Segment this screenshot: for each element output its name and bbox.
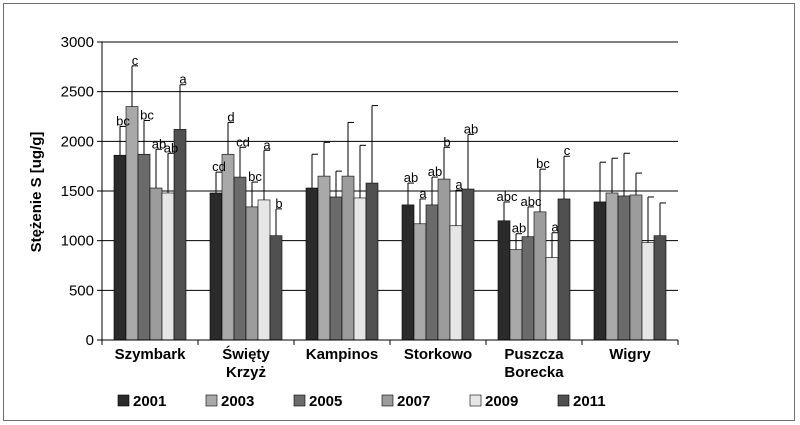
bar-2001 xyxy=(593,201,607,341)
significance-label: b xyxy=(443,134,450,149)
category-label: Borecka xyxy=(504,364,564,381)
significance-label: bc xyxy=(116,113,130,128)
bar-2011 xyxy=(557,198,571,341)
legend: 2001 2003 2005 2007 2009 2011 xyxy=(117,393,606,410)
category-label: Storkowo xyxy=(404,346,472,363)
bars xyxy=(113,106,667,341)
bar-2003 xyxy=(413,223,427,341)
y-tick-label: 500 xyxy=(69,282,94,299)
legend-label: 2009 xyxy=(485,393,518,410)
legend-label: 2011 xyxy=(573,393,606,410)
significance-label: b xyxy=(275,196,282,211)
bar-2005 xyxy=(521,236,535,341)
significance-label: bc xyxy=(248,169,262,184)
bar-2005 xyxy=(425,204,439,341)
significance-label: ab xyxy=(152,136,166,151)
bar-2007 xyxy=(437,178,451,341)
significance-label: ab xyxy=(404,170,418,185)
bar-2007 xyxy=(533,211,547,341)
gridlines xyxy=(102,41,678,291)
legend-label: 2007 xyxy=(397,393,430,410)
bar-2005 xyxy=(617,195,631,341)
significance-label: ab xyxy=(428,164,442,179)
bar-2009 xyxy=(257,199,271,341)
significance-label: abc xyxy=(497,189,518,204)
legend-swatch-2005 xyxy=(293,394,306,407)
bar-2003 xyxy=(125,106,139,341)
bar-2001 xyxy=(113,154,127,341)
bar-2005 xyxy=(137,153,151,341)
significance-label: a xyxy=(419,186,427,201)
y-axis-label: Stężenie S [ug/g] xyxy=(28,132,45,253)
category-label: Kampinos xyxy=(306,346,379,363)
category-label: Święty xyxy=(222,345,270,363)
y-tick-label: 2500 xyxy=(61,84,94,101)
significance-label: abc xyxy=(521,194,542,209)
bar-2001 xyxy=(305,187,319,341)
category-label: Szymbark xyxy=(115,346,187,363)
y-axis: 0 500 1000 1500 2000 2500 3000 xyxy=(61,34,103,349)
legend-swatch-2011 xyxy=(557,394,570,407)
significance-label: a xyxy=(263,137,271,152)
y-tick-label: 0 xyxy=(86,332,94,349)
bar-2011 xyxy=(269,235,283,341)
bar-2009 xyxy=(545,257,559,341)
bar-2003 xyxy=(221,153,235,341)
bar-2011 xyxy=(365,182,379,341)
legend-swatch-2001 xyxy=(117,394,130,407)
bar-2001 xyxy=(401,204,415,341)
bar-2009 xyxy=(641,242,655,341)
bar-2011 xyxy=(461,188,475,341)
legend-swatch-2009 xyxy=(469,394,482,407)
y-tick-label: 3000 xyxy=(61,34,94,51)
significance-label: ab xyxy=(512,221,526,236)
bar-2005 xyxy=(233,176,247,341)
y-tick-label: 2000 xyxy=(61,133,94,150)
significance-label: cd xyxy=(236,134,250,149)
legend-swatch-2003 xyxy=(205,394,218,407)
bar-2001 xyxy=(209,192,223,341)
bar-2007 xyxy=(245,206,259,341)
significance-label: a xyxy=(455,177,463,192)
significance-label: c xyxy=(564,143,571,158)
bar-2011 xyxy=(653,235,667,341)
category-label: Wigry xyxy=(609,346,651,363)
legend-swatch-2007 xyxy=(381,394,394,407)
y-tick-label: 1000 xyxy=(61,233,94,250)
bar-2009 xyxy=(449,225,463,341)
legend-label: 2005 xyxy=(309,393,342,410)
legend-label: 2001 xyxy=(133,393,166,410)
bar-2011 xyxy=(173,129,187,341)
legend-label: 2003 xyxy=(221,393,254,410)
significance-label: a xyxy=(551,220,559,235)
bar-2007 xyxy=(629,194,643,341)
bar-2003 xyxy=(605,192,619,341)
significance-label: bc xyxy=(140,107,154,122)
bar-2009 xyxy=(161,192,175,341)
y-tick-label: 1500 xyxy=(61,183,94,200)
significance-label: bc xyxy=(536,156,550,171)
significance-label: a xyxy=(179,72,187,87)
bar-2003 xyxy=(509,249,523,341)
significance-label: ab xyxy=(464,121,478,136)
category-label: Krzyż xyxy=(226,364,266,381)
significance-label: d xyxy=(227,109,234,124)
error-bars xyxy=(119,65,666,258)
bar-2003 xyxy=(317,175,331,341)
bar-2009 xyxy=(353,197,367,341)
significance-label: c xyxy=(132,53,139,68)
bar-2007 xyxy=(341,175,355,341)
bar-2007 xyxy=(149,187,163,341)
bar-2005 xyxy=(329,196,343,341)
category-label: Puszcza xyxy=(504,346,564,363)
significance-label: ab xyxy=(164,140,178,155)
bar-2001 xyxy=(497,220,511,341)
significance-label: cd xyxy=(212,159,226,174)
